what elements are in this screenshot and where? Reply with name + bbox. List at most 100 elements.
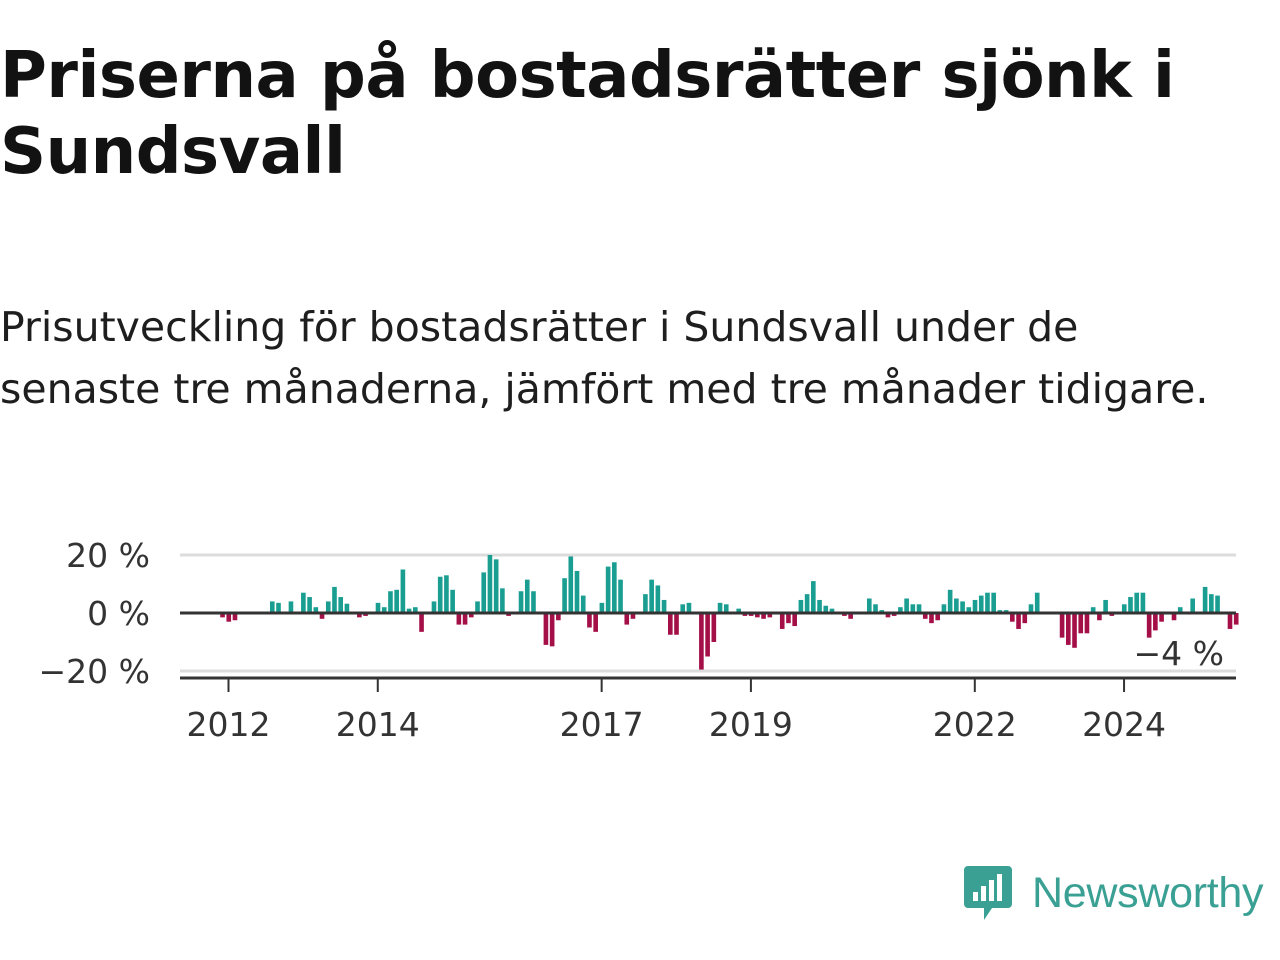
positive-bar bbox=[431, 601, 437, 613]
positive-bar bbox=[798, 599, 804, 613]
positive-bar bbox=[1028, 604, 1034, 613]
positive-bar bbox=[866, 598, 872, 613]
positive-bar bbox=[599, 602, 605, 613]
positive-bar bbox=[475, 601, 480, 613]
positive-bar bbox=[1034, 592, 1040, 613]
positive-bar bbox=[910, 604, 916, 613]
negative-bar bbox=[1159, 613, 1164, 622]
negative-bar bbox=[755, 613, 760, 618]
negative-bar bbox=[711, 613, 717, 642]
y-tick-label: 0 % bbox=[87, 594, 150, 633]
positive-bar bbox=[269, 601, 275, 613]
positive-bar bbox=[375, 602, 381, 613]
negative-bar bbox=[1227, 613, 1233, 629]
negative-bar bbox=[624, 613, 630, 625]
negative-bar bbox=[1059, 613, 1065, 638]
negative-bar bbox=[786, 613, 791, 624]
positive-bar bbox=[344, 603, 350, 613]
negative-bar bbox=[1016, 613, 1021, 629]
positive-bar bbox=[531, 591, 536, 613]
positive-bar bbox=[487, 555, 493, 613]
negative-bar bbox=[1065, 613, 1071, 645]
positive-bar bbox=[568, 556, 574, 613]
positive-bar bbox=[817, 599, 822, 613]
positive-bar bbox=[960, 601, 965, 613]
positive-bar bbox=[413, 607, 418, 613]
positive-bar bbox=[898, 607, 903, 613]
negative-bar bbox=[1010, 613, 1015, 622]
x-tick-label: 2024 bbox=[1082, 705, 1166, 744]
positive-bar bbox=[655, 585, 661, 613]
positive-bar bbox=[1103, 599, 1108, 613]
positive-bar bbox=[574, 570, 580, 613]
positive-bar bbox=[717, 602, 723, 613]
x-tick-label: 2014 bbox=[336, 705, 420, 744]
positive-bar bbox=[307, 597, 312, 613]
y-tick-label: 20 % bbox=[66, 536, 150, 575]
negative-bar bbox=[1084, 613, 1090, 634]
negative-bar bbox=[1097, 613, 1102, 621]
positive-bar bbox=[1128, 597, 1133, 613]
negative-bar bbox=[468, 613, 474, 618]
negative-bar bbox=[1153, 613, 1158, 631]
positive-bar bbox=[904, 598, 909, 613]
positive-bar bbox=[406, 608, 412, 613]
positive-bar bbox=[1209, 594, 1214, 613]
y-tick-label: −20 % bbox=[39, 652, 151, 691]
positive-bar bbox=[1090, 607, 1096, 613]
positive-bar bbox=[338, 597, 344, 613]
negative-bar bbox=[674, 613, 679, 635]
positive-bar bbox=[450, 589, 455, 613]
positive-bar bbox=[649, 579, 654, 613]
newsworthy-logo-text: Newsworthy bbox=[1032, 868, 1264, 917]
positive-bar bbox=[1121, 604, 1127, 613]
negative-bar bbox=[848, 613, 853, 619]
negative-bar bbox=[1233, 613, 1239, 625]
negative-bar bbox=[220, 613, 225, 618]
positive-bar bbox=[941, 604, 947, 613]
positive-bar bbox=[736, 608, 742, 613]
positive-bar bbox=[1134, 592, 1140, 613]
positive-bar bbox=[437, 576, 443, 613]
positive-bar bbox=[301, 592, 306, 613]
positive-bar bbox=[605, 566, 611, 613]
positive-bar bbox=[276, 602, 281, 613]
positive-bar bbox=[811, 581, 816, 613]
positive-bar bbox=[1140, 592, 1146, 613]
positive-bar bbox=[500, 588, 505, 613]
negative-bar bbox=[226, 613, 232, 622]
last-value-label: −4 % bbox=[1134, 634, 1225, 673]
positive-bar bbox=[1177, 607, 1183, 613]
positive-bar bbox=[686, 602, 692, 613]
positive-bar bbox=[618, 579, 623, 613]
positive-bar bbox=[991, 592, 996, 613]
positive-bar bbox=[916, 604, 922, 613]
newsworthy-logo: Newsworthy bbox=[962, 862, 1263, 924]
x-tick-label: 2019 bbox=[709, 705, 793, 744]
positive-bar bbox=[313, 607, 319, 613]
positive-bar bbox=[381, 607, 387, 613]
negative-bar bbox=[699, 613, 704, 670]
positive-bar bbox=[661, 599, 667, 613]
chart-title: Priserna på bostadsrätter sjönk i Sundsv… bbox=[0, 39, 1175, 189]
positive-bar bbox=[524, 579, 530, 613]
positive-bar bbox=[643, 594, 648, 613]
positive-bar bbox=[288, 601, 294, 613]
negative-bar bbox=[232, 613, 238, 621]
negative-bar bbox=[319, 613, 325, 619]
negative-bar bbox=[929, 613, 934, 624]
negative-bar bbox=[1072, 613, 1077, 648]
negative-bar bbox=[549, 613, 555, 647]
positive-bar bbox=[873, 604, 878, 613]
negative-bar bbox=[543, 613, 549, 645]
positive-bar bbox=[985, 592, 990, 613]
positive-bar bbox=[493, 559, 499, 613]
negative-bar bbox=[419, 613, 424, 632]
positive-bar bbox=[400, 569, 406, 613]
x-tick-label: 2017 bbox=[560, 705, 644, 744]
chart-subtitle: Prisutveckling för bostadsrätter i Sunds… bbox=[0, 303, 1209, 413]
negative-bar bbox=[456, 613, 462, 625]
positive-bar bbox=[829, 608, 835, 613]
negative-bar bbox=[1022, 613, 1028, 624]
positive-bar bbox=[680, 604, 686, 613]
